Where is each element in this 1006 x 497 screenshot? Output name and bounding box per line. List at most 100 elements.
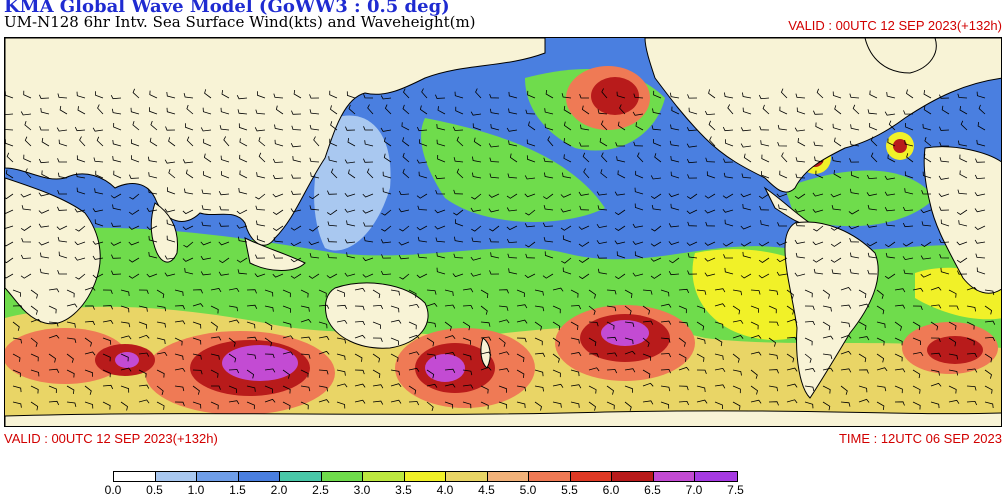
colorbar-swatch	[404, 472, 446, 481]
wind-barb	[650, 273, 662, 279]
wind-barb	[714, 367, 726, 373]
wind-barb	[724, 92, 734, 99]
wind-barb	[884, 207, 896, 212]
wind-barb	[885, 221, 896, 227]
wind-barb	[637, 152, 644, 163]
wind-barb	[75, 225, 86, 232]
wind-barb	[606, 369, 618, 374]
wind-barb	[408, 334, 420, 339]
wind-barb	[372, 400, 384, 405]
wind-barb	[308, 241, 320, 246]
wind-barb	[336, 337, 346, 344]
wind-barb	[138, 305, 148, 312]
wind-barb	[218, 271, 230, 276]
wind-barb	[902, 256, 914, 261]
wind-barb	[384, 104, 392, 115]
wind-barb	[833, 170, 842, 179]
wind-barb	[614, 240, 626, 245]
wind-barb	[372, 304, 384, 310]
wind-barb	[921, 190, 931, 195]
wind-barb	[732, 369, 742, 376]
wind-barb	[704, 272, 716, 277]
wind-barb	[354, 369, 365, 375]
wind-barb	[30, 337, 38, 348]
wind-barb	[759, 205, 770, 211]
wind-barb	[408, 385, 417, 395]
wind-barb	[912, 369, 921, 379]
wind-barb	[290, 208, 302, 213]
wind-barb	[813, 141, 824, 147]
wind-barb	[966, 400, 978, 406]
wind-barb	[794, 127, 806, 132]
wind-barb	[408, 289, 417, 298]
wind-barb	[714, 384, 726, 389]
wind-barb	[39, 94, 50, 99]
wind-barb	[849, 158, 860, 163]
wind-barb	[617, 170, 626, 179]
wind-barb	[660, 303, 672, 308]
wind-barb	[330, 168, 338, 179]
wind-barb	[246, 289, 257, 294]
wind-barb	[642, 289, 653, 295]
wind-barb	[670, 124, 680, 131]
wind-barb	[372, 321, 381, 329]
wind-barb	[372, 369, 381, 378]
wind-barb	[480, 385, 489, 394]
wind-barb	[255, 254, 266, 259]
wind-barb	[12, 305, 23, 310]
wind-barb	[92, 273, 104, 279]
wind-barb	[362, 193, 374, 198]
wind-barb	[804, 305, 815, 311]
wind-barb	[794, 272, 806, 277]
wind-barb	[66, 321, 76, 328]
wind-barb	[894, 337, 903, 346]
wind-barb	[668, 257, 680, 264]
wind-barb	[218, 241, 230, 246]
wind-barb	[354, 334, 366, 339]
wind-barb	[930, 321, 939, 331]
wind-barb	[902, 222, 914, 228]
wind-barb	[722, 241, 734, 247]
wind-barb	[437, 154, 446, 163]
wind-barb	[38, 209, 50, 214]
wind-barb	[635, 170, 644, 179]
wind-barb	[57, 190, 67, 195]
wind-barb	[760, 140, 770, 147]
wind-barb	[272, 158, 284, 163]
wind-barb	[525, 109, 536, 115]
wind-barb	[660, 369, 671, 374]
wind-barb	[794, 239, 806, 244]
wind-barb	[786, 383, 798, 388]
wind-barb	[318, 289, 327, 298]
wind-barb	[686, 143, 698, 148]
wind-barb	[128, 273, 140, 279]
wind-barb	[705, 221, 716, 227]
wind-barb	[300, 385, 311, 392]
wind-barb	[282, 321, 292, 329]
wind-barb	[912, 337, 921, 345]
wind-barb	[399, 273, 410, 280]
wind-barb	[858, 369, 869, 374]
wind-barb	[156, 321, 166, 328]
wind-barb	[102, 289, 113, 294]
wind-barb	[506, 127, 518, 132]
wind-barb	[624, 350, 636, 355]
wind-barb	[524, 175, 536, 180]
colorbar-swatch	[570, 472, 612, 481]
colorbar-tick-label: 0.0	[104, 483, 122, 497]
wind-barb	[840, 368, 852, 373]
wind-barb	[941, 105, 950, 115]
wind-barb	[812, 257, 824, 263]
wind-barb	[290, 273, 302, 279]
wind-barb	[704, 193, 716, 199]
wind-barb	[148, 235, 158, 243]
wind-barb	[704, 257, 716, 262]
wind-barb	[264, 337, 273, 347]
wind-barb	[426, 321, 437, 328]
wind-barb	[426, 289, 437, 295]
wind-barb	[940, 219, 950, 227]
wind-barb	[112, 156, 122, 163]
wind-barb	[25, 168, 32, 179]
wind-barb	[456, 168, 464, 179]
wind-barb	[894, 368, 906, 373]
